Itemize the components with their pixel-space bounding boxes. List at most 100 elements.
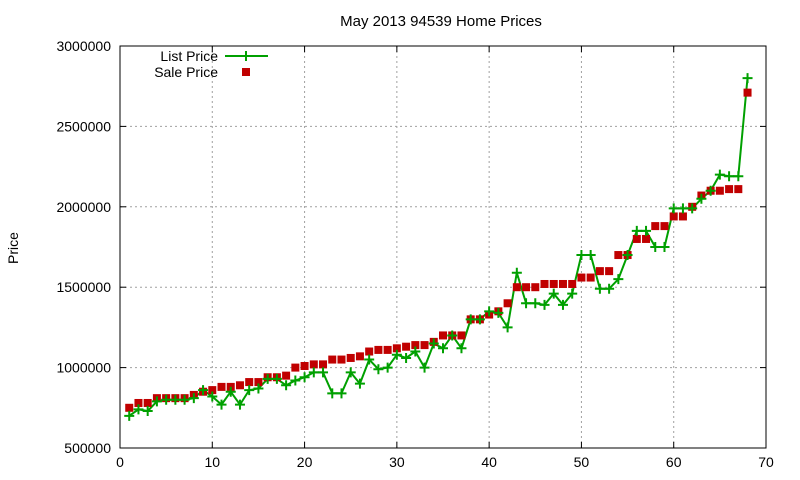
sale-price-point [725, 185, 734, 194]
legend-label-list-price: List Price [160, 48, 218, 64]
list-price-point [401, 352, 412, 363]
sale-price-point [734, 185, 743, 194]
list-price-point [234, 399, 245, 410]
list-price-point [336, 388, 347, 399]
legend-label-sale-price: Sale Price [154, 64, 218, 80]
y-axis-label: Price [5, 232, 21, 264]
sale-price-point [669, 212, 678, 221]
sale-price-point [715, 186, 724, 195]
sale-price-point [522, 283, 531, 292]
sale-price-point [632, 234, 641, 243]
list-price-point [188, 393, 199, 404]
sale-price-point [235, 381, 244, 390]
list-price-point [244, 385, 255, 396]
list-price-point [594, 283, 605, 294]
sale-price-point [549, 279, 558, 288]
list-price-point [585, 250, 596, 261]
list-price-point [465, 314, 476, 325]
list-price-point [281, 380, 292, 391]
list-price-point [659, 242, 670, 252]
list-price-point [318, 367, 329, 378]
list-price-point [382, 362, 393, 373]
sale-price-point [309, 360, 318, 369]
sale-price-point [660, 222, 669, 231]
list-price-point [391, 349, 402, 360]
sale-price-point [402, 342, 411, 351]
sale-price-point [134, 398, 143, 407]
list-price-point [687, 203, 698, 214]
sale-price-point [217, 382, 226, 391]
list-price-point [641, 225, 652, 236]
sale-price-point [365, 347, 374, 356]
list-price-point [733, 171, 744, 182]
list-price-point [410, 346, 421, 357]
sale-price-point [614, 251, 623, 260]
x-tick-label: 70 [758, 454, 774, 470]
sale-price-point [254, 378, 263, 387]
list-price-point [142, 406, 153, 417]
sale-price-point [125, 403, 134, 412]
x-tick-label: 60 [666, 454, 682, 470]
list-price-point [133, 404, 144, 415]
list-price-point [151, 396, 162, 407]
legend-sample-sale-price-marker [242, 68, 250, 76]
list-price-point [428, 338, 439, 349]
sale-price-point [503, 299, 512, 308]
list-price-point [511, 267, 522, 278]
list-price-point [521, 298, 532, 309]
chart-title: May 2013 94539 Home Prices [340, 13, 542, 30]
y-tick-label: 3000000 [56, 38, 111, 54]
list-price-point [354, 378, 365, 389]
list-price-point [179, 394, 190, 405]
list-price-point [253, 383, 264, 394]
list-price-point [530, 298, 541, 309]
list-price-point [345, 367, 356, 378]
list-price-point [161, 394, 172, 405]
list-price-point [124, 410, 135, 421]
list-price-point [308, 367, 319, 378]
y-tick-label: 2000000 [56, 199, 111, 215]
list-price-point [567, 288, 578, 299]
list-price-point [438, 343, 448, 354]
sale-price-point [678, 212, 687, 221]
sale-price-point [568, 279, 577, 288]
sale-price-point [300, 361, 309, 370]
sale-price-point [540, 279, 549, 288]
list-price-point [705, 185, 716, 196]
list-price-point [576, 250, 587, 261]
list-price-point [290, 375, 301, 386]
list-price-point [198, 385, 209, 396]
series-layer [124, 73, 753, 421]
sale-price-point [411, 341, 420, 350]
list-price-point [207, 391, 218, 402]
list-price-point [557, 299, 568, 310]
list-price-point [548, 288, 559, 299]
sale-price-point [558, 279, 567, 288]
sale-price-point [346, 353, 355, 362]
sale-price-point [143, 398, 152, 407]
list-price-point [484, 306, 495, 317]
sale-price-point [605, 267, 614, 276]
sale-price-point [595, 267, 604, 276]
sale-price-point [374, 345, 383, 354]
sale-price-point [457, 331, 466, 340]
grid-lines [120, 46, 766, 448]
list-price-point [493, 307, 504, 318]
sale-price-point [328, 355, 337, 364]
sale-price-point [531, 283, 540, 292]
list-price-point [668, 203, 679, 214]
y-tick-label: 2500000 [56, 118, 111, 134]
sale-price-point [355, 352, 364, 361]
sale-price-point [651, 222, 660, 231]
sale-price-point [245, 378, 254, 387]
list-price-point [447, 330, 458, 341]
sale-price-point [642, 234, 651, 243]
list-price-point [216, 399, 227, 410]
list-price-point [742, 73, 753, 84]
list-price-point [539, 299, 550, 310]
y-tick-label: 1500000 [56, 279, 111, 295]
list-price-point [502, 322, 513, 333]
sale-price-point [208, 386, 217, 395]
list-price-point [677, 203, 688, 214]
